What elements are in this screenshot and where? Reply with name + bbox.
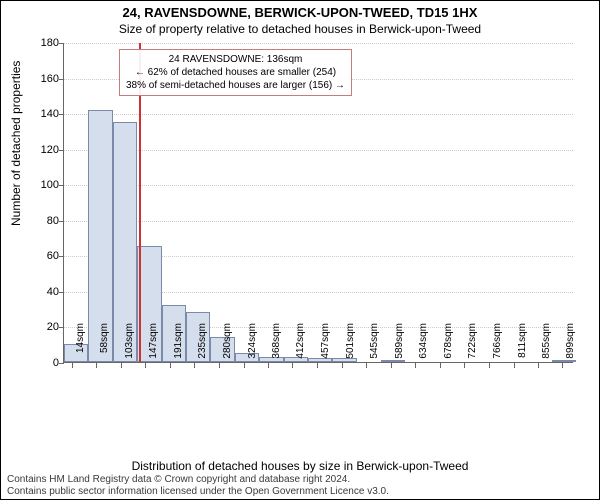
y-tick-label: 80 — [19, 215, 59, 227]
x-tick-mark — [538, 363, 539, 368]
x-tick-label: 58sqm — [99, 323, 110, 367]
x-tick-mark — [244, 363, 245, 368]
y-tick-mark — [59, 292, 64, 293]
x-tick-mark — [219, 363, 220, 368]
y-tick-label: 120 — [19, 144, 59, 156]
x-tick-mark — [170, 363, 171, 368]
y-tick-label: 100 — [19, 179, 59, 191]
y-tick-mark — [59, 150, 64, 151]
x-tick-mark — [440, 363, 441, 368]
x-tick-label: 412sqm — [295, 323, 306, 367]
x-tick-mark — [489, 363, 490, 368]
annotation-box: 24 RAVENSDOWNE: 136sqm← 62% of detached … — [119, 49, 352, 96]
annotation-line-2: ← 62% of detached houses are smaller (25… — [126, 66, 345, 79]
x-tick-mark — [96, 363, 97, 368]
annotation-line-1: 24 RAVENSDOWNE: 136sqm — [126, 53, 345, 66]
chart-area: 02040608010012014016018014sqm58sqm103sqm… — [63, 43, 573, 411]
y-tick-mark — [59, 256, 64, 257]
y-tick-label: 20 — [19, 321, 59, 333]
y-tick-mark — [59, 43, 64, 44]
y-tick-label: 40 — [19, 286, 59, 298]
y-tick-label: 180 — [19, 37, 59, 49]
page-title: 24, RAVENSDOWNE, BERWICK-UPON-TWEED, TD1… — [1, 1, 599, 20]
x-tick-mark — [366, 363, 367, 368]
y-tick-mark — [59, 363, 64, 364]
x-tick-label: 589sqm — [394, 323, 405, 367]
y-tick-mark — [59, 221, 64, 222]
chart-container: 24, RAVENSDOWNE, BERWICK-UPON-TWEED, TD1… — [0, 0, 600, 500]
x-tick-label: 678sqm — [443, 323, 454, 367]
annotation-line-3: 38% of semi-detached houses are larger (… — [126, 79, 345, 92]
y-tick-label: 60 — [19, 250, 59, 262]
x-tick-label: 368sqm — [271, 323, 282, 367]
footnote: Contains HM Land Registry data © Crown c… — [7, 474, 593, 497]
y-tick-mark — [59, 185, 64, 186]
plot-area: 02040608010012014016018014sqm58sqm103sqm… — [63, 43, 573, 363]
x-tick-label: 855sqm — [541, 323, 552, 367]
footnote-line-2: Contains public sector information licen… — [7, 486, 389, 497]
x-tick-mark — [72, 363, 73, 368]
x-tick-label: 280sqm — [222, 323, 233, 367]
y-tick-mark — [59, 114, 64, 115]
x-tick-mark — [562, 363, 563, 368]
x-tick-mark — [268, 363, 269, 368]
x-tick-label: 811sqm — [517, 323, 528, 367]
x-tick-label: 722sqm — [467, 323, 478, 367]
y-tick-label: 140 — [19, 108, 59, 120]
y-tick-label: 0 — [19, 357, 59, 369]
y-tick-label: 160 — [19, 73, 59, 85]
x-tick-label: 634sqm — [418, 323, 429, 367]
x-tick-mark — [121, 363, 122, 368]
x-tick-mark — [464, 363, 465, 368]
x-tick-mark — [415, 363, 416, 368]
footnote-line-1: Contains HM Land Registry data © Crown c… — [7, 474, 350, 485]
x-axis-label: Distribution of detached houses by size … — [1, 459, 599, 473]
page-subtitle: Size of property relative to detached ho… — [1, 20, 599, 40]
x-tick-mark — [514, 363, 515, 368]
x-tick-mark — [391, 363, 392, 368]
x-tick-label: 545sqm — [369, 323, 380, 367]
x-tick-label: 766sqm — [492, 323, 503, 367]
x-tick-label: 14sqm — [75, 323, 86, 367]
y-tick-mark — [59, 79, 64, 80]
x-tick-mark — [145, 363, 146, 368]
x-tick-mark — [194, 363, 195, 368]
x-tick-label: 103sqm — [124, 323, 135, 367]
x-tick-mark — [292, 363, 293, 368]
x-tick-label: 457sqm — [320, 323, 331, 367]
x-tick-label: 899sqm — [565, 323, 576, 367]
x-tick-mark — [342, 363, 343, 368]
x-tick-label: 147sqm — [148, 323, 159, 367]
y-tick-mark — [59, 327, 64, 328]
x-tick-label: 191sqm — [173, 323, 184, 367]
x-tick-label: 501sqm — [345, 323, 356, 367]
x-tick-label: 324sqm — [247, 323, 258, 367]
x-tick-label: 235sqm — [197, 323, 208, 367]
x-tick-mark — [317, 363, 318, 368]
